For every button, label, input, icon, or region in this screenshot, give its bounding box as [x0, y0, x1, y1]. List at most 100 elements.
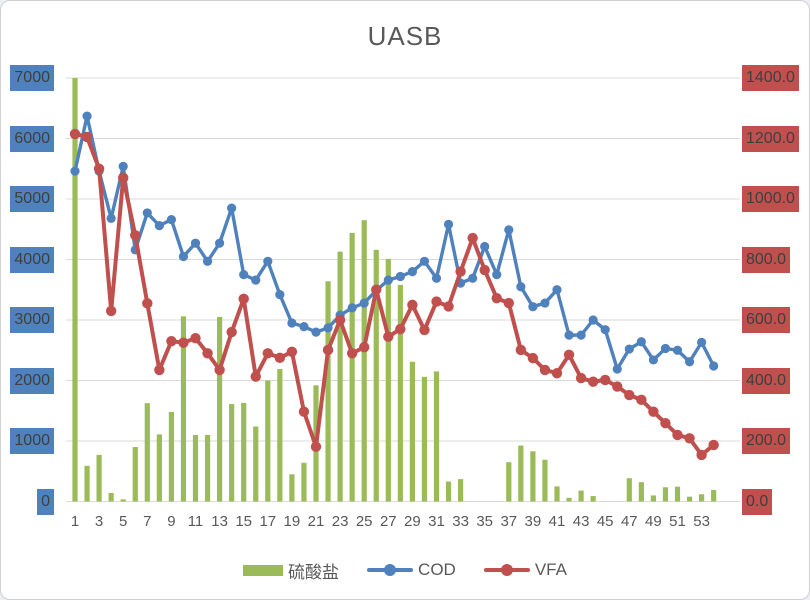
vfa-marker[interactable] — [527, 352, 539, 364]
cod-marker[interactable] — [251, 275, 261, 285]
vfa-marker[interactable] — [250, 371, 261, 382]
sulfate-bar[interactable] — [301, 462, 307, 502]
sulfate-bar[interactable] — [638, 482, 644, 502]
cod-marker[interactable] — [323, 323, 333, 333]
cod-marker[interactable] — [118, 161, 128, 171]
vfa-marker[interactable] — [551, 368, 563, 379]
cod-marker[interactable] — [492, 270, 502, 280]
sulfate-bar[interactable] — [458, 479, 464, 502]
cod-marker[interactable] — [299, 322, 309, 332]
cod-marker[interactable] — [287, 318, 297, 328]
cod-marker[interactable] — [480, 241, 490, 252]
cod-marker[interactable] — [660, 343, 671, 354]
vfa-marker[interactable] — [503, 297, 514, 309]
sulfate-bar[interactable] — [674, 486, 681, 502]
sulfate-bar[interactable] — [373, 249, 379, 502]
sulfate-bar[interactable] — [120, 499, 126, 502]
sulfate-bar[interactable] — [217, 316, 223, 502]
vfa-marker[interactable] — [575, 372, 587, 384]
sulfate-bar[interactable] — [421, 376, 428, 502]
cod-marker[interactable] — [540, 298, 550, 308]
sulfate-bar[interactable] — [72, 78, 78, 502]
cod-marker[interactable] — [154, 221, 164, 231]
vfa-marker[interactable] — [105, 305, 117, 317]
sulfate-bar[interactable] — [361, 220, 367, 502]
cod-marker[interactable] — [528, 302, 538, 312]
cod-marker[interactable] — [709, 361, 719, 371]
sulfate-bar[interactable] — [590, 496, 596, 502]
sulfate-bar[interactable] — [686, 496, 693, 502]
sulfate-bar[interactable] — [578, 490, 584, 502]
vfa-marker[interactable] — [443, 301, 454, 312]
cod-marker[interactable] — [178, 251, 189, 262]
sulfate-bar[interactable] — [711, 490, 717, 502]
cod-marker[interactable] — [190, 238, 201, 248]
vfa-marker[interactable] — [515, 344, 527, 356]
sulfate-bar[interactable] — [192, 434, 199, 502]
sulfate-bar[interactable] — [337, 251, 343, 502]
sulfate-bar[interactable] — [108, 493, 114, 502]
cod-marker[interactable] — [697, 337, 707, 347]
legend-entry-vfa[interactable]: VFA — [483, 560, 567, 580]
sulfate-bar[interactable] — [349, 232, 355, 502]
vfa-marker[interactable] — [431, 296, 442, 307]
sulfate-bar[interactable] — [542, 459, 548, 502]
vfa-line[interactable] — [73, 131, 716, 457]
vfa-marker[interactable] — [202, 348, 213, 359]
cod-marker[interactable] — [600, 325, 610, 335]
cod-marker[interactable] — [443, 219, 454, 230]
vfa-marker[interactable] — [274, 352, 286, 364]
vfa-marker[interactable] — [708, 439, 719, 451]
sulfate-bar[interactable] — [699, 494, 705, 502]
vfa-marker[interactable] — [214, 364, 225, 376]
cod-marker[interactable] — [166, 214, 176, 225]
vfa-marker[interactable] — [322, 344, 334, 356]
cod-marker[interactable] — [395, 271, 405, 282]
vfa-marker[interactable] — [395, 323, 406, 335]
vfa-marker[interactable] — [226, 326, 237, 338]
sulfate-bar[interactable] — [96, 454, 102, 502]
cod-marker[interactable] — [648, 355, 659, 365]
vfa-marker[interactable] — [636, 394, 647, 406]
sulfate-bar[interactable] — [626, 478, 632, 502]
chart-title[interactable]: UASB — [367, 21, 443, 51]
vfa-marker[interactable] — [118, 172, 129, 184]
vfa-marker[interactable] — [491, 293, 502, 304]
vfa-marker[interactable] — [419, 324, 430, 336]
cod-marker[interactable] — [672, 345, 683, 355]
sulfate-bar[interactable] — [289, 474, 295, 502]
cod-marker[interactable] — [215, 238, 225, 248]
vfa-marker[interactable] — [648, 406, 659, 417]
sulfate-bar[interactable] — [156, 434, 162, 502]
sulfate-bar[interactable] — [229, 404, 235, 502]
vfa-marker[interactable] — [166, 335, 177, 347]
sulfate-bar[interactable] — [445, 481, 452, 502]
vfa-marker[interactable] — [359, 342, 370, 353]
vfa-marker[interactable] — [600, 374, 611, 386]
vfa-marker[interactable] — [286, 346, 298, 357]
sulfate-bar[interactable] — [325, 281, 331, 502]
cod-marker[interactable] — [552, 285, 562, 295]
cod-marker[interactable] — [516, 282, 526, 292]
sulfate-bar[interactable] — [506, 462, 512, 502]
cod-marker[interactable] — [468, 273, 478, 283]
sulfate-bar[interactable] — [253, 426, 259, 502]
cod-marker[interactable] — [588, 315, 598, 325]
cod-marker[interactable] — [311, 327, 321, 337]
legend-entry-cod[interactable]: COD — [367, 560, 456, 580]
cod-marker[interactable] — [612, 364, 622, 374]
vfa-marker[interactable] — [178, 337, 189, 348]
cod-marker[interactable] — [504, 225, 514, 235]
cod-marker[interactable] — [347, 303, 357, 313]
cod-marker[interactable] — [142, 208, 152, 218]
cod-marker[interactable] — [636, 337, 646, 347]
sulfate-bar[interactable] — [241, 402, 247, 502]
sulfate-bar[interactable] — [518, 445, 524, 502]
vfa-marker[interactable] — [407, 299, 418, 311]
vfa-marker[interactable] — [262, 348, 273, 359]
vfa-marker[interactable] — [238, 293, 249, 305]
legend-entry-sulfate[interactable]: 硫酸盐 — [243, 558, 339, 583]
sulfate-bar[interactable] — [566, 497, 572, 502]
vfa-marker[interactable] — [624, 389, 635, 401]
cod-marker[interactable] — [82, 111, 92, 121]
